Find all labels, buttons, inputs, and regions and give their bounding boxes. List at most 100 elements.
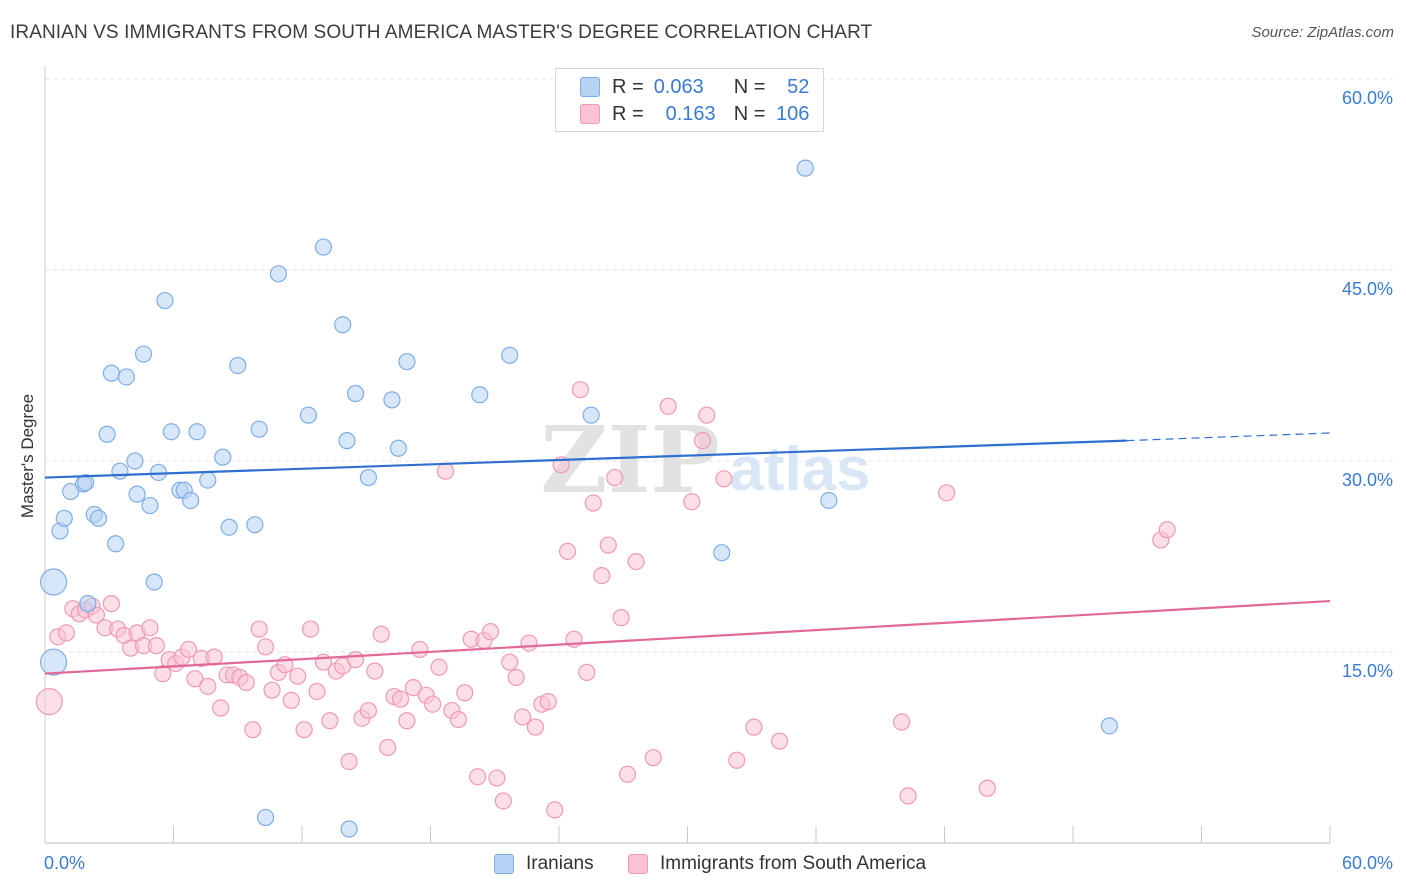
y-tick-label: 30.0% [1342, 470, 1393, 490]
immigrants-point [693, 432, 712, 450]
immigrants-point [488, 769, 506, 787]
iranians-trend-line [44, 439, 1127, 479]
iranians-point [359, 468, 377, 487]
immigrants-point [584, 494, 602, 512]
bottom-legend-label: Iranians [526, 853, 594, 874]
legend-r-value: 0.063 [653, 75, 704, 98]
immigrants-point [659, 397, 677, 415]
iranians-point [188, 423, 206, 441]
bottom-swatch-blue [494, 854, 514, 874]
bottom-legend-immigrants: Immigrants from South America [628, 851, 926, 877]
iranians-point [107, 535, 125, 553]
legend-r-value: 0.163 [665, 102, 716, 125]
iranians-point [55, 509, 73, 527]
iranians-point [383, 391, 401, 409]
iranians-point [141, 496, 159, 515]
y-tick-label: 60.0% [1342, 88, 1393, 108]
iranians-point [1100, 717, 1119, 735]
iranians-point [398, 353, 416, 371]
immigrants-point [698, 406, 716, 424]
iranians-point [62, 482, 80, 501]
iranians-point [820, 491, 838, 510]
iranians-point [77, 474, 95, 492]
iranians-point [39, 648, 68, 676]
iranians-trend-extension [1126, 432, 1331, 442]
immigrants-point [398, 712, 416, 730]
iranians-point [796, 159, 814, 177]
immigrants-point [481, 623, 500, 641]
legend-n-label: N = [733, 75, 766, 98]
immigrants-point [340, 752, 358, 771]
immigrants-point [899, 787, 917, 805]
immigrants-point [494, 792, 512, 810]
immigrants-point [141, 619, 159, 637]
chart-title: IRANIAN VS IMMIGRANTS FROM SOUTH AMERICA… [10, 22, 873, 43]
immigrants-point [683, 493, 701, 511]
legend-row-immigrants: R = 0.163 N = 106 [580, 101, 809, 127]
iranians-point [346, 384, 365, 403]
iranians-point [314, 238, 333, 256]
legend-swatch-pink [580, 104, 600, 124]
immigrants-point [728, 751, 746, 769]
legend-n-value: 106 [776, 102, 810, 125]
iranians-point [128, 485, 146, 503]
immigrants-point [301, 620, 320, 638]
immigrants-point [1158, 521, 1176, 539]
legend-row-iranians: R = 0.063 N = 52 [580, 74, 809, 100]
immigrants-point [212, 699, 230, 717]
immigrants-point [507, 668, 525, 687]
immigrants-point [520, 634, 538, 652]
iranians-point [89, 509, 108, 527]
immigrants-point [546, 801, 564, 819]
immigrants-point [237, 673, 255, 692]
immigrants-point [57, 624, 76, 642]
immigrants-point [282, 691, 300, 709]
correlation-legend: R = 0.063 N = 52 R = 0.163 N = 106 [555, 68, 824, 132]
immigrants-point [599, 536, 617, 554]
tick-labels: 15.0% 30.0% 45.0% 60.0% 0.0% 60.0% [44, 88, 1393, 873]
immigrants-point [978, 779, 996, 797]
iranians-point [334, 316, 352, 334]
immigrants-point [186, 670, 204, 688]
immigrants-point [154, 665, 172, 683]
immigrants-point [250, 620, 268, 638]
iranians-point [229, 356, 247, 375]
immigrants-point [593, 566, 611, 585]
immigrants-point [372, 625, 390, 643]
bottom-legend-label: Immigrants from South America [660, 853, 927, 874]
immigrants-point [469, 768, 487, 786]
immigrants-point [513, 708, 532, 726]
immigrants-point [571, 381, 590, 399]
iranians-point [111, 462, 129, 480]
series-iranians-points [39, 159, 1119, 838]
immigrants-point [893, 713, 911, 731]
x-tick-label: 60.0% [1342, 853, 1393, 873]
iranians-point [126, 452, 144, 470]
iranians-point [199, 471, 217, 489]
immigrants-point [404, 679, 422, 697]
iranians-point [98, 425, 116, 443]
iranians-point [145, 573, 163, 591]
iranians-point [340, 820, 358, 838]
y-tick-label: 15.0% [1342, 661, 1393, 681]
iranians-point [134, 345, 153, 363]
immigrants-point [424, 695, 442, 713]
iranians-point [246, 516, 264, 534]
trend-lines [44, 432, 1331, 675]
immigrants-point [938, 484, 956, 502]
immigrants-point [295, 721, 313, 739]
immigrants-point [308, 682, 326, 701]
legend-n-label: N = [733, 102, 766, 125]
iranians-point [117, 368, 135, 386]
immigrants-point [102, 595, 120, 613]
immigrants-point [35, 688, 63, 716]
immigrants-point [359, 701, 377, 720]
iranians-point [39, 568, 68, 596]
immigrants-point [391, 690, 410, 708]
immigrants-point [199, 677, 217, 695]
immigrants-point [430, 658, 448, 676]
iranians-point [299, 406, 318, 424]
immigrants-point [411, 640, 429, 659]
y-tick-label: 45.0% [1342, 279, 1393, 299]
